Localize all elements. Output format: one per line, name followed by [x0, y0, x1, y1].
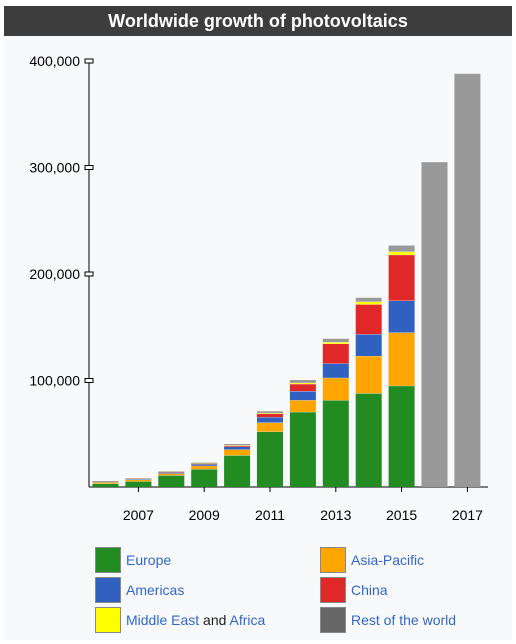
bar-segment-asia_pacific [257, 422, 283, 432]
legend-item-rest: Rest of the world [320, 607, 456, 633]
bar-segment-asia_pacific [125, 479, 152, 482]
y-tick-mark [84, 58, 94, 64]
bar-segment-china [257, 413, 283, 418]
legend-item-europe: Europe [95, 547, 171, 573]
bar-segment-americas [322, 363, 349, 378]
bar-segment-china [388, 254, 415, 301]
legend-link[interactable]: Asia-Pacific [351, 552, 425, 568]
bar-segment-europe [191, 469, 218, 487]
bar-segment-asia_pacific [388, 332, 415, 386]
bar-segment-rest [454, 73, 481, 487]
legend-swatch-mea [95, 607, 121, 633]
y-tick-label: 100,000 [29, 373, 80, 389]
bar-segment-europe [125, 481, 152, 487]
bar-segment-mea [322, 342, 349, 344]
bar-segment-europe [388, 385, 415, 487]
bar-segment-mea [289, 382, 316, 384]
bar-segment-europe [257, 431, 283, 487]
bar-segment-europe [322, 400, 349, 487]
bar-segment-rest [158, 471, 185, 472]
bar-segment-rest [388, 245, 415, 252]
bar-segment-asia_pacific [92, 482, 119, 484]
bar-segment-mea [257, 412, 283, 414]
legend-label-mea: Middle East and Africa [126, 612, 265, 628]
legend-label-rest: Rest of the world [351, 612, 456, 628]
legend-swatch-china [320, 577, 346, 603]
chart-title: Worldwide growth of photovoltaics [4, 6, 512, 36]
y-tick-label: 200,000 [29, 266, 80, 282]
bar-segment-europe [224, 455, 251, 487]
y-tick-mark [84, 271, 94, 277]
bar-segment-rest [191, 462, 218, 464]
x-tick-label: 2013 [320, 507, 351, 523]
legend-link[interactable]: Americas [126, 582, 185, 598]
bar-segment-americas [289, 391, 316, 401]
bar-segment-europe [289, 411, 316, 487]
bar-segment-rest [322, 338, 349, 343]
x-tick-label: 2009 [189, 507, 220, 523]
bar-segment-americas [257, 417, 283, 423]
bar-segment-americas [125, 478, 152, 480]
bar-segment-rest [224, 443, 251, 446]
bar-segment-rest [289, 379, 316, 383]
bar-segment-americas [224, 446, 251, 450]
x-tick-label: 2007 [123, 507, 154, 523]
bar-segment-china [289, 383, 316, 392]
bar-segment-americas [355, 334, 382, 357]
legend-label-china: China [351, 582, 388, 598]
bar-segment-asia_pacific [158, 473, 185, 476]
legend-swatch-europe [95, 547, 121, 573]
legend-item-americas: Americas [95, 577, 184, 603]
bar-segment-rest [125, 477, 152, 479]
bar-segment-china [191, 463, 218, 465]
legend-item-asia_pacific: Asia-Pacific [320, 547, 424, 573]
legend-swatch-rest [320, 607, 346, 633]
bar-segment-americas [158, 472, 185, 474]
bar-segment-mea [355, 301, 382, 305]
y-tick-mark [84, 378, 94, 383]
legend-link[interactable]: Rest of the world [351, 612, 457, 628]
x-tick-label: 2011 [255, 507, 285, 523]
bar-segment-asia_pacific [322, 377, 349, 401]
y-tick-label: 400,000 [29, 53, 80, 69]
bar-segment-europe [158, 475, 185, 487]
legend-swatch-americas [95, 577, 121, 603]
legend-link[interactable]: Europe [126, 552, 172, 568]
legend-link[interactable]: China [351, 582, 388, 598]
legend-item-china: China [320, 577, 388, 603]
bar-segment-rest [92, 480, 119, 482]
legend-item-mea: Middle East and Africa [95, 607, 265, 633]
legend-label-europe: Europe [126, 552, 171, 568]
legend-swatch-asia_pacific [320, 547, 346, 573]
bar-segment-china [355, 304, 382, 335]
bar-segment-europe [92, 483, 119, 487]
bar-segment-asia_pacific [224, 449, 251, 456]
legend-text: and [199, 612, 230, 628]
legend-label-asia_pacific: Asia-Pacific [351, 552, 424, 568]
y-tick-label: 300,000 [29, 160, 80, 176]
bar-segment-china [224, 445, 251, 447]
legend-link[interactable]: Africa [229, 612, 266, 628]
x-tick-label: 2017 [452, 507, 483, 523]
x-tick-label: 2015 [386, 507, 417, 523]
bar-segment-china [322, 343, 349, 364]
bar-segment-mea [388, 251, 415, 255]
bar-segment-europe [355, 393, 382, 487]
legend-link[interactable]: Middle East [126, 612, 200, 628]
bar-segment-rest [421, 162, 448, 488]
legend-label-americas: Americas [126, 582, 184, 598]
bar-segment-americas [191, 464, 218, 466]
bar-segment-asia_pacific [191, 465, 218, 470]
bar-segment-asia_pacific [355, 356, 382, 394]
bar-segment-rest [355, 297, 382, 302]
bar-segment-americas [388, 300, 415, 333]
bar-segment-americas [92, 481, 119, 483]
bar-segment-rest [257, 410, 283, 414]
y-tick-mark [84, 165, 94, 170]
bar-segment-asia_pacific [289, 400, 316, 412]
